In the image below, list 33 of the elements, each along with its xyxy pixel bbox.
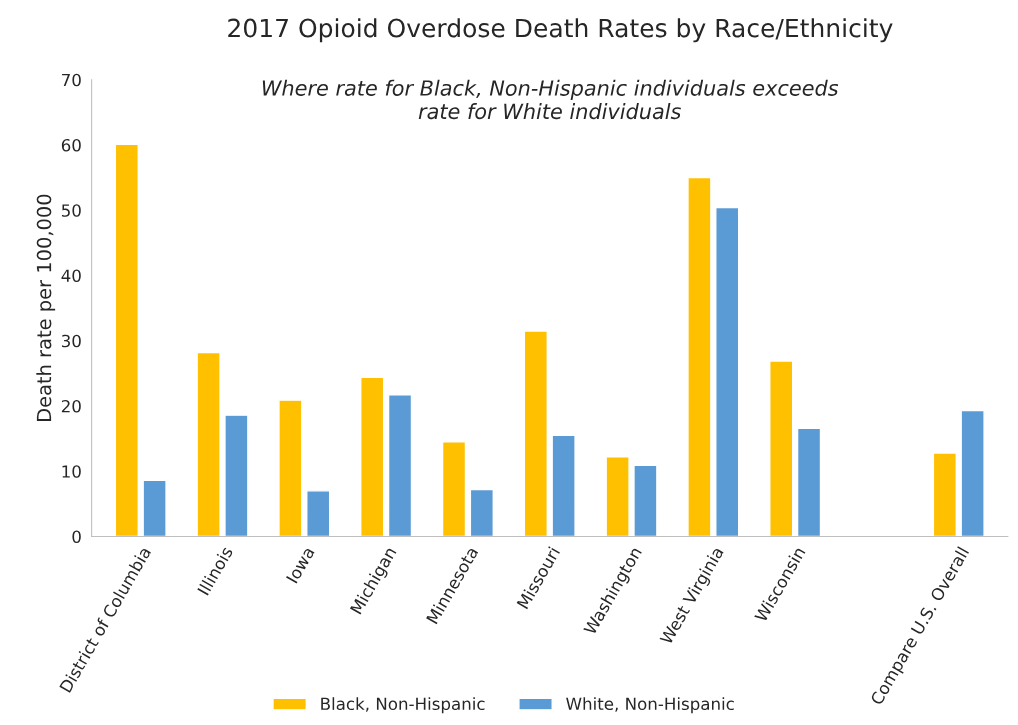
y-tick-label: 50 (61, 204, 81, 217)
bar (306, 490, 331, 537)
bar (551, 434, 576, 537)
chart-subtitle: Where rate for Black, Non-Hispanic individuals exceeds rate for White individuals (262, 79, 839, 120)
y-tick-label: 30 (61, 334, 81, 348)
bar (387, 394, 413, 537)
bar (633, 464, 658, 537)
y-axis-title: Death rate per 100,000 (36, 194, 56, 421)
y-tick-label: 20 (61, 399, 81, 413)
bar (605, 456, 630, 537)
bar (523, 330, 548, 537)
bar (224, 414, 249, 537)
y-tick-label: 70 (62, 73, 81, 87)
bar (796, 427, 822, 537)
legend-label: White, Non-Hispanic (566, 697, 734, 714)
y-tick-label: 0 (72, 530, 81, 544)
bar (441, 441, 467, 537)
legend-label: Black, Non-Hispanic (321, 697, 485, 714)
bar (142, 479, 167, 537)
bar (932, 452, 957, 537)
bar (469, 488, 494, 537)
bar (114, 143, 139, 537)
bar (196, 351, 221, 537)
bar (360, 376, 385, 537)
bar (715, 206, 740, 537)
y-tick-label: 60 (61, 138, 81, 152)
bar (960, 409, 985, 537)
y-tick-label: 10 (62, 465, 81, 478)
bar (687, 176, 712, 537)
bar (769, 360, 794, 537)
bar (278, 399, 303, 537)
chart-title: 2017 Opioid Overdose Death Rates by Race/Ethnicity (228, 18, 893, 43)
y-tick-label: 40 (61, 269, 81, 283)
